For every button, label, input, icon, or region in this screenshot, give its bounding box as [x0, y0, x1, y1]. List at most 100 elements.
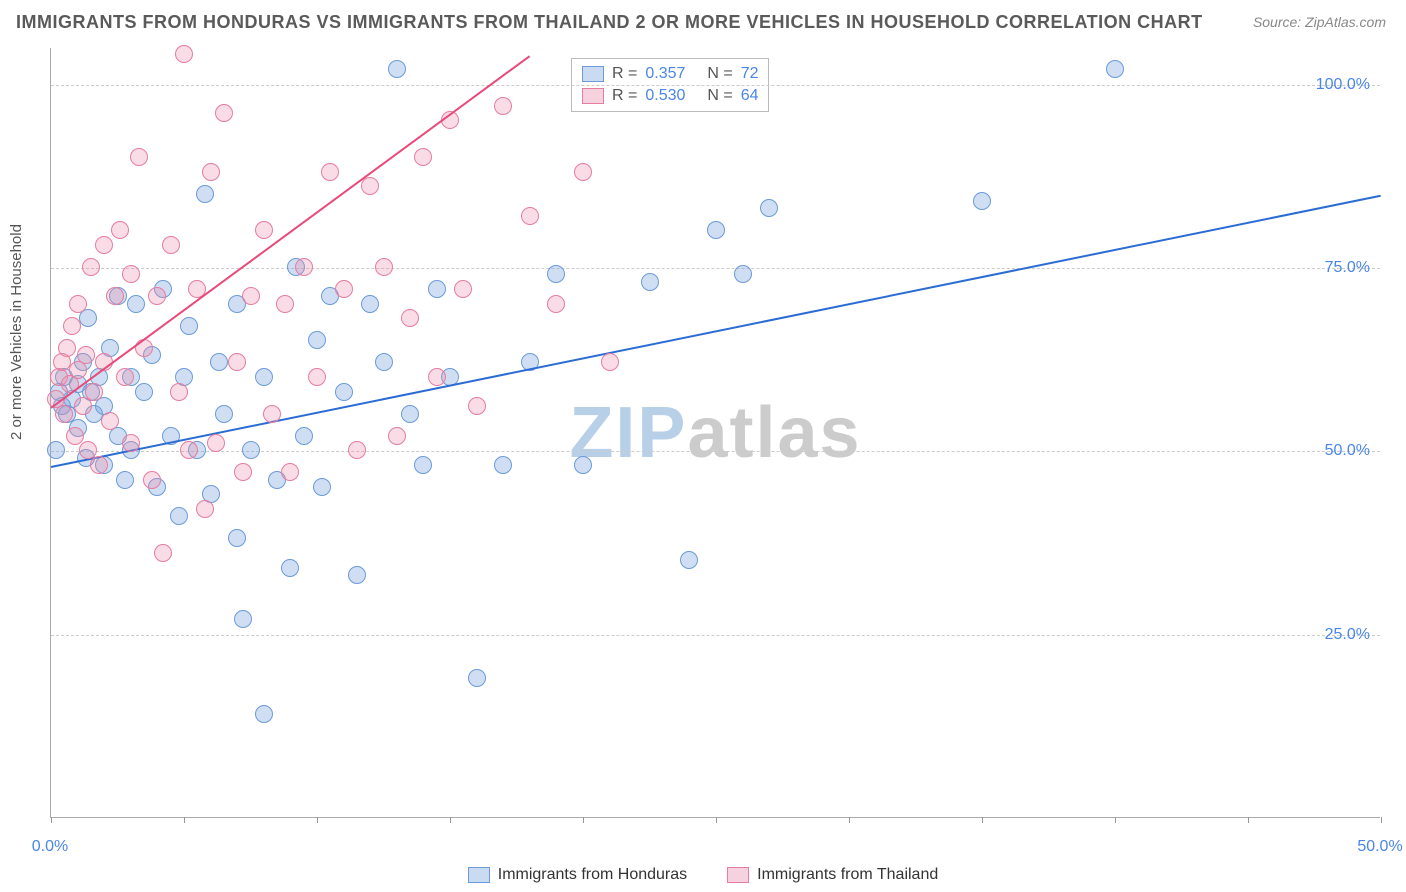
scatter-point [348, 566, 366, 584]
chart-title: IMMIGRANTS FROM HONDURAS VS IMMIGRANTS F… [16, 12, 1203, 33]
watermark: ZIPatlas [569, 392, 861, 474]
scatter-point [82, 258, 100, 276]
scatter-point [175, 45, 193, 63]
scatter-point [335, 383, 353, 401]
scatter-point [680, 551, 698, 569]
legend-row: R =0.530N =64 [582, 85, 758, 107]
scatter-point [77, 346, 95, 364]
scatter-point [196, 500, 214, 518]
scatter-point [494, 456, 512, 474]
scatter-point [106, 287, 124, 305]
scatter-point [228, 353, 246, 371]
scatter-point [428, 280, 446, 298]
scatter-point [375, 353, 393, 371]
scatter-point [95, 236, 113, 254]
scatter-point [69, 295, 87, 313]
scatter-point [1106, 60, 1124, 78]
scatter-point [90, 456, 108, 474]
scatter-point [79, 309, 97, 327]
scatter-point [228, 529, 246, 547]
scatter-point [308, 331, 326, 349]
scatter-point [242, 287, 260, 305]
legend-swatch [727, 867, 749, 883]
scatter-point [281, 559, 299, 577]
scatter-point [47, 441, 65, 459]
scatter-point [321, 163, 339, 181]
gridline [51, 85, 1380, 86]
scatter-point [494, 97, 512, 115]
scatter-point [547, 265, 565, 283]
x-tick [1381, 817, 1382, 823]
scatter-point [58, 339, 76, 357]
scatter-point [122, 434, 140, 452]
bottom-legend: Immigrants from Honduras Immigrants from … [0, 866, 1406, 884]
scatter-point [361, 177, 379, 195]
gridline [51, 635, 1380, 636]
scatter-point [401, 405, 419, 423]
y-axis-label: 2 or more Vehicles in Household [8, 224, 25, 440]
watermark-atlas: atlas [687, 393, 861, 473]
scatter-point [202, 163, 220, 181]
scatter-point [234, 610, 252, 628]
scatter-point [401, 309, 419, 327]
scatter-point [143, 471, 161, 489]
scatter-point [295, 427, 313, 445]
scatter-point [281, 463, 299, 481]
scatter-point [162, 236, 180, 254]
scatter-point [215, 405, 233, 423]
scatter-point [170, 507, 188, 525]
scatter-point [122, 265, 140, 283]
legend-r-value: 0.530 [645, 87, 699, 105]
scatter-point [375, 258, 393, 276]
scatter-point [468, 397, 486, 415]
x-tick [317, 817, 318, 823]
scatter-point [707, 221, 725, 239]
scatter-point [428, 368, 446, 386]
scatter-point [116, 471, 134, 489]
scatter-point [574, 163, 592, 181]
scatter-point [63, 317, 81, 335]
legend-row: R =0.357N =72 [582, 63, 758, 85]
legend-r-value: 0.357 [645, 65, 699, 83]
scatter-point [101, 412, 119, 430]
scatter-point [468, 669, 486, 687]
scatter-point [973, 192, 991, 210]
legend-r-label: R = [612, 65, 637, 83]
scatter-point [127, 295, 145, 313]
x-tick-label: 50.0% [1357, 838, 1402, 856]
legend-n-value: 64 [741, 87, 759, 105]
x-tick [1248, 817, 1249, 823]
x-tick [51, 817, 52, 823]
scatter-point [335, 280, 353, 298]
scatter-point [180, 317, 198, 335]
bottom-legend-item: Immigrants from Thailand [727, 866, 938, 884]
legend-swatch [582, 66, 604, 82]
y-tick-label: 25.0% [1325, 626, 1370, 644]
scatter-point [215, 104, 233, 122]
scatter-point [74, 397, 92, 415]
bottom-legend-item: Immigrants from Honduras [468, 866, 687, 884]
gridline [51, 268, 1380, 269]
y-tick-label: 75.0% [1325, 259, 1370, 277]
scatter-point [154, 544, 172, 562]
scatter-point [574, 456, 592, 474]
scatter-point [734, 265, 752, 283]
x-tick [184, 817, 185, 823]
scatter-point [521, 207, 539, 225]
scatter-point [196, 185, 214, 203]
x-tick [583, 817, 584, 823]
scatter-point [242, 441, 260, 459]
scatter-point [111, 221, 129, 239]
scatter-point [55, 405, 73, 423]
series-name: Immigrants from Thailand [757, 866, 938, 884]
y-tick-label: 100.0% [1316, 76, 1370, 94]
x-tick [1115, 817, 1116, 823]
plot-area: ZIPatlas R =0.357N =72R =0.530N =64 25.0… [50, 48, 1380, 818]
scatter-point [135, 383, 153, 401]
scatter-point [263, 405, 281, 423]
series-name: Immigrants from Honduras [498, 866, 687, 884]
scatter-point [255, 368, 273, 386]
scatter-point [66, 427, 84, 445]
scatter-point [361, 295, 379, 313]
scatter-point [414, 148, 432, 166]
